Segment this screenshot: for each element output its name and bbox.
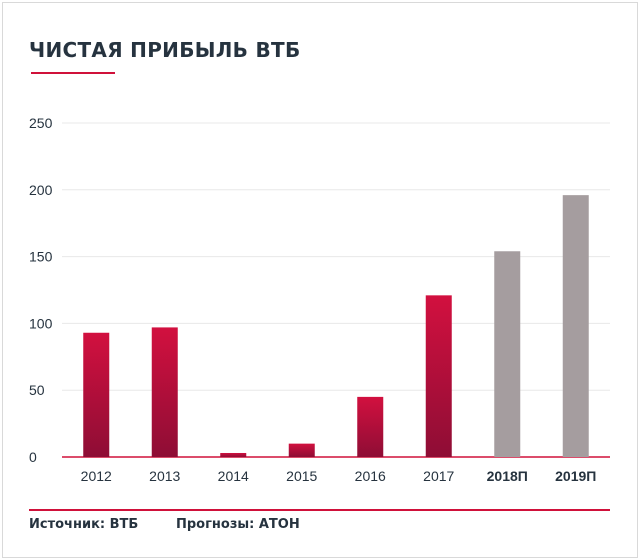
actual-bar [357,396,384,457]
y-tick-label: 50 [29,382,45,398]
x-tick-label: 2017 [423,468,454,484]
x-tick-label: 2015 [286,468,317,484]
x-tick-label: 2012 [81,468,112,484]
x-tick-label: 2014 [218,468,249,484]
forecast-bar [494,251,521,457]
y-tick-label: 150 [29,249,53,265]
x-tick-label: 2013 [149,468,180,484]
page-title: ЧИСТАЯ ПРИБЫЛЬ ВТБ [29,38,301,62]
actual-bar [425,295,452,457]
actual-bar [151,327,178,457]
actual-bar [220,452,247,457]
y-tick-label: 0 [29,449,37,465]
footer-divider [29,509,610,511]
forecast-note: Прогнозы: АТОН [176,517,300,532]
title-underline [31,72,115,74]
y-tick-label: 100 [29,315,53,331]
x-tick-label: 2018П [487,468,528,484]
y-tick-label: 200 [29,182,53,198]
actual-bar [83,332,110,457]
x-tick-label: 2019П [555,468,596,484]
x-tick-label: 2016 [355,468,386,484]
actual-bar [288,443,315,457]
source-note: Источник: ВТБ [29,517,139,532]
forecast-bar [562,195,589,458]
y-tick-label: 250 [29,115,53,131]
